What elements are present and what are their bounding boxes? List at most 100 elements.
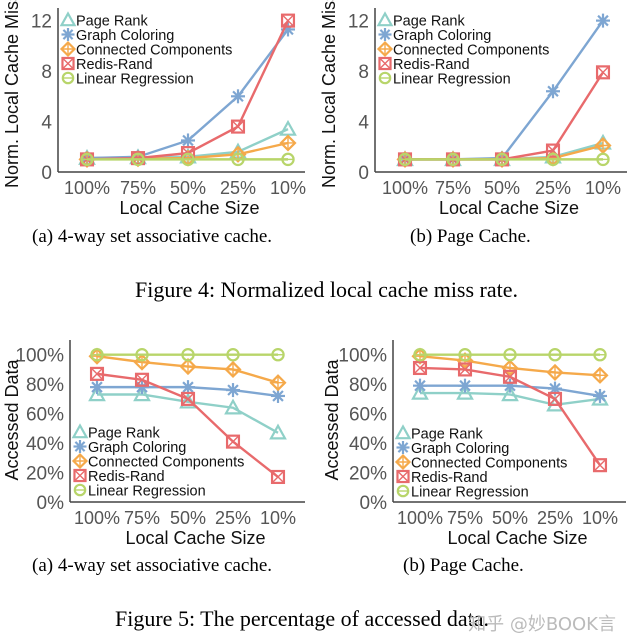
x-shape — [90, 367, 104, 381]
diamond-shape — [179, 357, 197, 376]
circle-marker — [446, 152, 460, 167]
y-tick-label: 20% — [349, 464, 387, 485]
x-shape — [593, 458, 607, 472]
asterisk-stroke — [62, 29, 74, 40]
asterisk-stroke — [597, 14, 609, 27]
square-marker — [270, 469, 286, 485]
x-shape — [135, 373, 149, 387]
square-marker — [73, 468, 87, 483]
x-tick-label: 50% — [170, 508, 206, 528]
legend-label: Page Rank — [393, 14, 465, 30]
x-tick-label: 50% — [492, 508, 528, 528]
y-tick-label: 12 — [348, 12, 369, 33]
legend-entry: Redis-Rand — [73, 468, 165, 485]
legend-label: Redis-Rand — [393, 57, 470, 73]
asterisk-stroke — [397, 442, 409, 453]
legend-entry: Linear Regression — [396, 484, 529, 501]
diamond-marker — [394, 453, 412, 471]
legend-label: Graph Coloring — [76, 28, 174, 44]
asterisk-marker — [593, 388, 607, 403]
circle-marker — [458, 348, 472, 362]
legend-label: Linear Regression — [411, 485, 529, 501]
legend-entry: Connected Components — [71, 452, 244, 471]
y-tick-label: 4 — [358, 113, 369, 134]
legend-entry: Page Rank — [394, 424, 483, 443]
plus-shape — [396, 455, 410, 469]
asterisk-stroke — [232, 90, 244, 103]
x-axis-label: Local Cache Size — [125, 528, 265, 548]
legend-label: Page Rank — [411, 427, 483, 443]
square-marker — [595, 65, 611, 80]
legend-label: Graph Coloring — [393, 28, 491, 44]
square-marker — [134, 372, 150, 387]
plus-shape — [271, 375, 285, 390]
legend-entry: Graph Coloring — [73, 440, 186, 456]
legend-entry: Page Rank — [71, 423, 160, 442]
circle-marker — [271, 348, 285, 362]
diamond-shape — [591, 366, 609, 384]
circle-marker — [181, 348, 195, 362]
triangle-marker — [133, 385, 151, 402]
plus-shape — [596, 138, 610, 153]
series-graph-coloring — [90, 380, 285, 403]
square-shape — [270, 469, 286, 485]
x-tick-label: 25% — [535, 178, 571, 198]
circle-shape — [396, 484, 410, 498]
x-axis-label: Local Cache Size — [439, 198, 579, 218]
series-linear-regression — [413, 348, 607, 362]
series-linear-regression — [80, 152, 295, 167]
x-shape — [226, 435, 240, 449]
circle-marker — [398, 152, 412, 167]
x-shape — [413, 361, 427, 375]
plus-shape — [73, 454, 87, 468]
x-tick-label: 25% — [215, 508, 251, 528]
x-tick-label: 25% — [537, 508, 573, 528]
y-axis-label: Accessed Data — [322, 358, 342, 480]
square-shape — [280, 13, 296, 28]
asterisk-marker — [73, 440, 87, 453]
triangle-marker — [456, 383, 474, 400]
asterisk-stroke — [182, 381, 194, 393]
triangle-marker — [269, 423, 287, 440]
asterisk-marker — [596, 13, 610, 28]
asterisk-marker — [181, 380, 195, 395]
circle-marker — [378, 71, 392, 85]
asterisk-marker — [61, 28, 75, 41]
circle-marker — [503, 348, 517, 362]
circle-marker — [131, 152, 145, 167]
square-shape — [378, 56, 392, 71]
circle-marker — [135, 348, 149, 362]
legend-label: Linear Regression — [393, 72, 511, 88]
y-tick-label: 0 — [358, 163, 369, 184]
legend-entry: Page Rank — [59, 11, 148, 30]
x-shape — [458, 363, 472, 376]
square-shape — [592, 458, 608, 473]
asterisk-marker — [413, 378, 427, 393]
legend-entry: Linear Regression — [73, 484, 206, 500]
square-shape — [412, 360, 428, 376]
square-marker — [230, 119, 246, 134]
y-axis-label: Norm. Local Cache Miss — [2, 0, 22, 188]
asterisk-stroke — [594, 390, 606, 402]
diamond-marker — [71, 452, 89, 470]
asterisk-stroke — [547, 85, 559, 97]
x-tick-label: 100% — [382, 178, 428, 198]
series-redis-rand — [89, 366, 286, 485]
asterisk-marker — [226, 383, 240, 398]
x-tick-label: 50% — [484, 178, 520, 198]
y-tick-label: 4 — [41, 113, 52, 134]
legend-entry: Connected Components — [59, 40, 232, 59]
triangle-marker — [411, 383, 429, 400]
y-tick-label: 8 — [358, 62, 369, 83]
series-linear-regression — [90, 348, 285, 362]
circle-marker — [546, 152, 560, 167]
plus-shape — [378, 42, 392, 56]
legend-entry: Linear Regression — [378, 71, 511, 88]
legend-label: Graph Coloring — [411, 441, 509, 457]
series-line — [420, 391, 601, 407]
square-marker — [61, 56, 75, 71]
x-shape — [596, 65, 610, 79]
diamond-marker — [376, 40, 394, 58]
legend-label: Graph Coloring — [88, 440, 186, 456]
triangle-marker — [224, 398, 242, 415]
